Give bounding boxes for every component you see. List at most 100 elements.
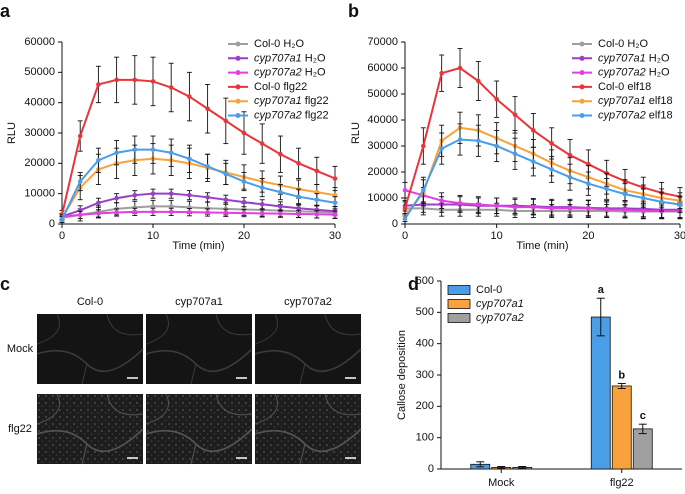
marker [132,209,138,215]
legend-label: Col-0 [476,284,502,296]
marker [512,151,518,157]
vein [106,313,144,336]
legend-marker [579,41,585,47]
y-axis-label: RLU [350,122,362,144]
marker [439,198,444,203]
marker [241,199,247,205]
y-tick-label: 200 [416,400,434,412]
marker [168,150,174,156]
micrograph [36,393,144,465]
marker [549,167,554,172]
marker [168,209,174,215]
marker [549,206,554,211]
column-label: Col-0 [77,296,103,308]
marker [168,85,174,90]
vein [299,363,306,385]
marker [114,195,119,201]
error-bar [497,465,506,469]
marker [77,179,83,184]
marker [114,150,119,156]
y-axis-label: Callose deposition [396,330,408,420]
y-tick-label: 20000 [24,157,55,169]
row-label: flg22 [8,423,32,435]
y-tick-label: 400 [416,338,434,350]
series-line [61,148,336,220]
marker [77,212,83,218]
marker [187,156,192,162]
y-tick-label: 20000 [367,166,398,178]
marker [531,204,536,210]
marker [150,79,156,84]
legend-marker [235,55,241,61]
legend-label: cyp707a1 flg22 [254,95,329,107]
vein [36,393,60,425]
vein [106,393,144,416]
micrograph-bg [255,394,361,464]
marker [421,187,426,193]
panel-label: a [0,1,11,21]
column-label: cyp707a1 [175,296,223,308]
marker [586,181,591,186]
y-tick-label: 100 [416,432,434,444]
legend-label: Col-0 H₂O [254,38,305,50]
marker [494,143,499,149]
error-bar [518,465,527,469]
y-tick-label: 300 [416,369,434,381]
marker [278,204,283,209]
vein [324,313,362,336]
vein [145,313,169,345]
legend-swatch [447,299,471,309]
series-line [404,203,680,211]
x-tick-label: 10 [491,230,503,242]
marker [586,206,591,211]
marker [641,208,646,214]
micrograph [145,393,253,465]
legend-marker [235,70,241,76]
column-label: cyp707a2 [284,296,332,308]
vein [81,363,88,385]
y-tick-label: 30000 [367,140,398,152]
vein [254,313,278,345]
marker [567,152,573,158]
y-tick-label: 500 [416,306,434,318]
x-tick-label: 10 [147,230,159,242]
marker [187,192,192,198]
series-line [61,192,336,218]
micrograph-bg [146,314,252,384]
vein [324,393,362,416]
x-axis-label: Time (min) [516,240,568,252]
marker [402,206,408,211]
marker [494,203,499,209]
legend-marker [579,70,585,76]
legend-marker [579,84,585,90]
x-tick-label: 30 [674,230,685,242]
marker [205,205,210,211]
marker [132,77,138,83]
marker [132,147,138,152]
legend-label: cyp707a2 H₂O [598,67,670,79]
series-line [405,207,680,213]
micrograph [254,393,362,465]
micrograph [145,313,253,385]
micrograph [36,313,144,385]
marker [259,141,265,146]
marker [439,146,444,151]
marker [187,94,192,99]
marker [622,191,628,197]
series-line [404,138,681,220]
panel-label: c [0,274,10,294]
x-axis-label: Time (min) [172,240,224,252]
marker [259,211,265,216]
marker [604,207,609,212]
marker [494,96,499,102]
y-tick-label: 40000 [367,114,398,126]
series-line [404,126,681,217]
marker [659,199,664,205]
marker [512,112,518,118]
significance-letter: c [640,410,646,422]
error-bar [638,423,647,435]
y-tick-label: 70000 [367,36,398,48]
marker [278,151,283,157]
significance-letter: b [618,369,625,381]
